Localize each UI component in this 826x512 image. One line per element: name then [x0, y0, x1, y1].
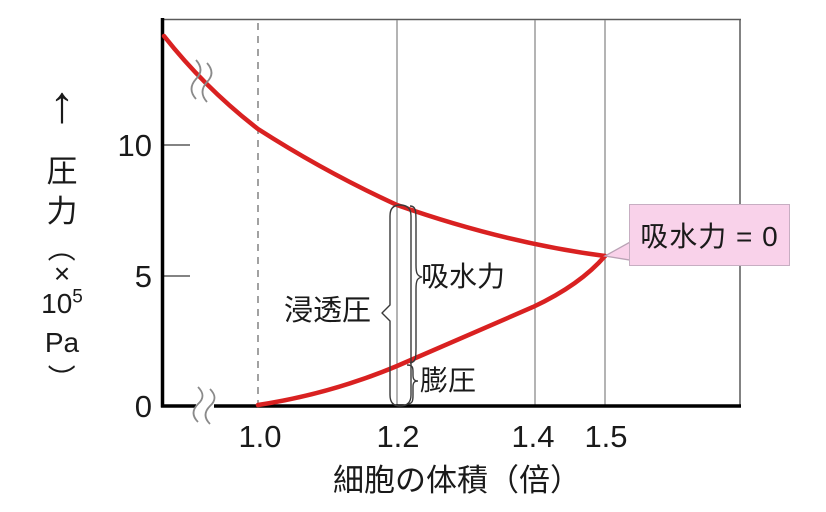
ytick-label-10: 10 [117, 128, 152, 163]
turgor-brace [406, 364, 419, 405]
xtick-label-1-4: 1.4 [511, 419, 555, 454]
unit-times-sign: × [53, 258, 71, 289]
x-axis-title: 細胞の体積（倍） [333, 463, 581, 498]
unit-power-of-ten: 105 [30, 288, 94, 320]
suction-force-label: 吸水力 [421, 261, 506, 292]
xtick-label-1-0: 1.0 [238, 419, 282, 454]
osmotic-brace [381, 204, 412, 407]
up-arrow-icon: ↑ [49, 76, 75, 134]
xtick-label-1-5: 1.5 [584, 419, 628, 454]
ytick-label-5: 5 [134, 259, 152, 294]
ytick-label-0: 0 [134, 389, 152, 424]
y-axis-title-char2: 力 [46, 194, 78, 229]
unit-base: 10 [41, 288, 73, 319]
unit-pascal: Pa [44, 327, 80, 358]
suction-brace [409, 205, 423, 364]
turgor-pressure-curve [255, 253, 608, 408]
osmotic-pressure-label: 浸透圧 [283, 295, 371, 327]
unit-close-paren: ） [44, 363, 76, 393]
turgor-pressure-label: 膨圧 [420, 365, 477, 396]
osmotic-pressure-curve [161, 33, 608, 259]
curve-break-icon [190, 59, 213, 103]
unit-exponent: 5 [72, 286, 83, 308]
xtick-label-1-2: 1.2 [376, 419, 420, 454]
y-axis-title-char1: 圧 [46, 154, 78, 189]
suction-zero-text: 吸水力 = 0 [640, 221, 779, 252]
suction-zero-callout: 吸水力 = 0 [629, 204, 790, 266]
axis-break-icon [192, 386, 216, 425]
